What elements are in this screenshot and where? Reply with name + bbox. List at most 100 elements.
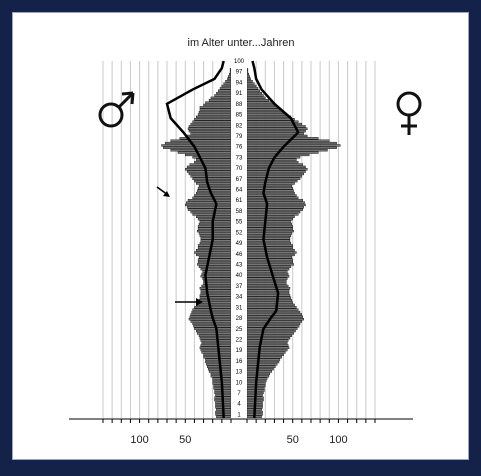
bar-female [246,329,296,333]
bar-male [186,134,232,138]
male-symbol-icon [98,91,135,128]
bar-male [199,294,232,297]
age-label: 28 [236,316,243,322]
bar-male [199,337,232,340]
bar-male [223,82,232,85]
bar-female [246,237,291,240]
bar-female [246,75,250,78]
bar-female [246,363,278,366]
bar-female [246,168,308,171]
age-label: 7 [237,391,241,397]
bar-female [246,270,288,273]
x-tick-label-left: 50 [179,434,191,446]
bar-male [198,256,232,259]
age-label: 19 [236,348,243,354]
bar-female [246,372,271,376]
bar-male [221,84,232,88]
bar-male [188,130,232,133]
bar-female [246,82,255,85]
bar-female [246,368,274,371]
bar-male [198,334,232,337]
chart-panel: im Alter unter...Jahren 1 4 7 10 13 16 19 22 25 2… [12,12,469,460]
age-label: 13 [236,370,243,376]
bar-male [196,253,232,257]
bar-male [187,208,232,211]
age-label: 73 [236,155,243,161]
bar-female [246,208,303,211]
bar-female [246,299,292,302]
bar-female [246,332,294,335]
bar-female [246,77,251,80]
bar-male [186,165,232,168]
bar-female [246,348,288,352]
bar-male [185,168,232,171]
bar-male [229,68,232,71]
bar-male [196,329,232,333]
age-label: 43 [236,262,243,268]
bar-male [198,232,232,235]
bar-male [189,163,232,166]
bar-male [197,113,232,116]
population-pyramid-chart: im Alter unter...Jahren 1 4 7 10 13 16 19 22 25 2… [69,37,422,446]
bar-male [190,132,232,135]
age-label: 1 [237,412,241,418]
bar-male [196,182,232,185]
bar-male [193,325,232,328]
bar-male [163,146,232,149]
bar-male [197,227,232,230]
bar-female [246,291,290,295]
bar-female [246,346,290,349]
bar-female [246,337,291,340]
bar-female [246,325,300,328]
bar-male [190,175,232,178]
bar-male [216,91,232,95]
bar-female [246,272,289,276]
bar-female [246,339,289,342]
pointer-arrow-upper [156,186,170,197]
age-label: 25 [236,327,243,333]
bar-female [246,229,294,233]
bar-female [246,234,292,238]
bar-male [229,70,232,73]
age-label: 22 [236,337,243,343]
bar-female [246,275,290,278]
bar-male [196,303,232,307]
bar-male [198,184,232,188]
bar-female [246,327,298,330]
bar-female [246,99,270,102]
bar-male [196,249,232,252]
bar-male [199,296,232,299]
bar-female [246,141,337,145]
bar-male [198,265,232,268]
bar-male [186,206,232,209]
bar-male [197,225,232,228]
bar-male [198,299,232,302]
bar-female [246,106,279,109]
bar-female [246,244,293,247]
bar-male [192,322,232,326]
bar-female [246,108,281,111]
age-label: 76 [236,145,243,151]
bar-male [192,177,232,180]
bar-male [196,191,232,195]
bar-female [246,322,301,326]
bar-female [246,115,292,119]
bar-male [200,348,232,352]
age-label: 85 [236,113,243,119]
bar-male [192,213,232,216]
bar-male [203,103,232,107]
bar-male [198,222,232,226]
bar-female [246,203,306,207]
bar-female [246,239,291,242]
bar-male [197,301,232,304]
age-label: 31 [236,305,243,311]
bar-male [197,258,232,261]
bar-male [185,201,232,204]
bar-male [200,339,232,342]
bar-female [246,101,273,104]
bar-female [246,113,288,116]
bar-male [194,306,232,309]
outline-male [165,60,225,419]
bar-female [246,220,292,223]
x-tick-label-right: 100 [329,434,347,446]
